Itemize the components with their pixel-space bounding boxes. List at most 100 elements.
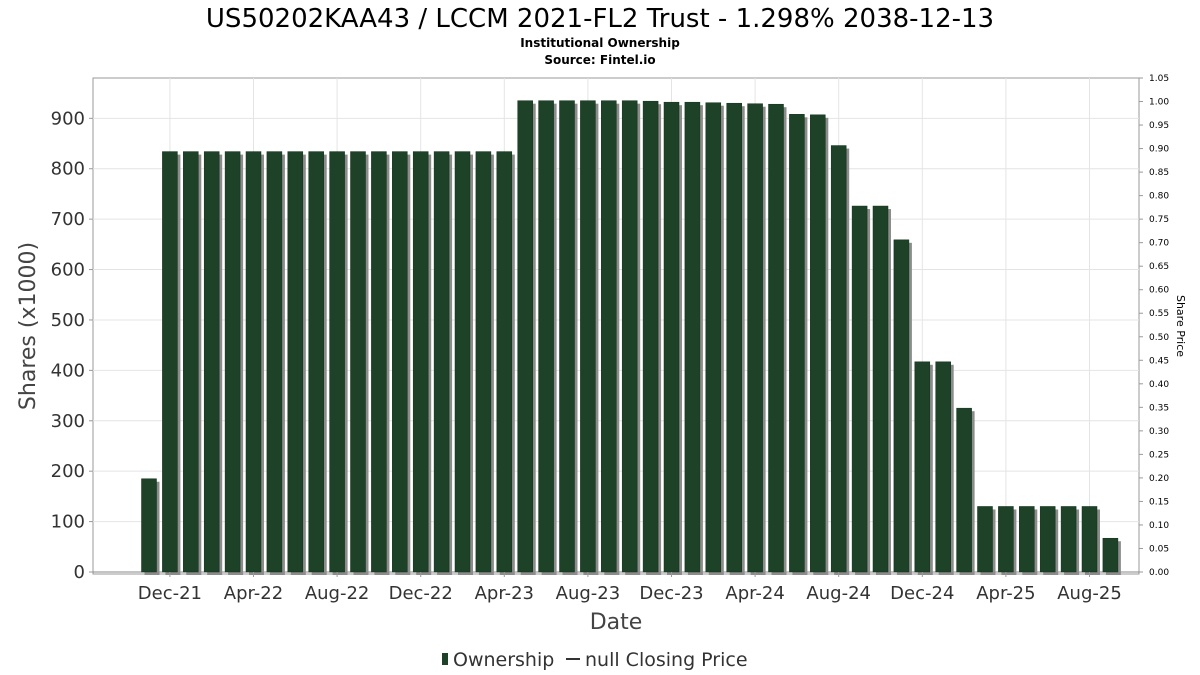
- y2-tick-label: 0.50: [1149, 333, 1169, 343]
- bar: [183, 151, 199, 573]
- bar: [851, 205, 868, 573]
- bar: [371, 151, 387, 573]
- x-tick-label: Aug-24: [806, 583, 871, 604]
- bar: [1019, 506, 1035, 573]
- y-tick-label: 0: [74, 562, 85, 583]
- y2-tick-label: 0.20: [1149, 474, 1169, 484]
- bar: [350, 151, 366, 573]
- bar: [496, 151, 513, 573]
- y2-tick-label: 0.10: [1149, 521, 1169, 531]
- x-tick-label: Dec-22: [389, 583, 453, 604]
- y2-tick-label: 0.30: [1149, 427, 1169, 437]
- bar: [475, 151, 492, 573]
- bar: [287, 151, 304, 573]
- y-tick-label: 800: [51, 159, 85, 180]
- y2-tick-label: 1.05: [1149, 74, 1169, 84]
- bar: [810, 114, 826, 573]
- y-tick-label: 900: [51, 108, 85, 129]
- bar: [998, 506, 1014, 573]
- bar: [224, 151, 241, 573]
- bar: [141, 478, 157, 573]
- bar: [747, 103, 763, 573]
- chart-title: US50202KAA43 / LCCM 2021-FL2 Trust - 1.2…: [206, 4, 994, 34]
- bar: [433, 151, 450, 573]
- y-tick-label: 500: [51, 310, 85, 331]
- bar: [663, 101, 680, 573]
- bar: [977, 506, 993, 573]
- legend-ownership-swatch: [442, 653, 448, 665]
- bar: [705, 102, 722, 573]
- y-axis-title: Shares (x1000): [16, 242, 41, 410]
- y2-tick-label: 0.60: [1149, 286, 1169, 296]
- x-tick-label: Apr-25: [976, 583, 1035, 604]
- y2-tick-label: 0.55: [1149, 309, 1169, 319]
- y2-tick-label: 0.80: [1149, 192, 1169, 202]
- bars: [141, 100, 1121, 576]
- y2-axis-ticks: 0.00 0.05 0.10 0.15 0.20 0.25 0.30 0.35 0.40 0.45…: [1139, 74, 1169, 578]
- bar: [914, 361, 931, 573]
- bar: [1081, 506, 1098, 573]
- bar: [559, 100, 575, 573]
- y-tick-label: 200: [51, 461, 85, 482]
- bar: [392, 151, 408, 573]
- y2-tick-label: 0.95: [1149, 121, 1169, 131]
- x-tick-label: Aug-25: [1057, 583, 1122, 604]
- bar: [621, 100, 638, 573]
- bar: [1060, 506, 1077, 573]
- bar: [1039, 506, 1056, 573]
- bar: [538, 100, 554, 573]
- y2-tick-label: 0.70: [1149, 239, 1169, 249]
- chart-source: Source: Fintel.io: [544, 53, 655, 67]
- chart-subtitle: Institutional Ownership: [520, 36, 680, 50]
- y-tick-label: 700: [51, 209, 85, 230]
- bar: [956, 407, 972, 573]
- y-axis-ticks: 0 100 200 300 400 500 600 700 800 900: [51, 108, 93, 583]
- bar: [412, 151, 429, 573]
- y2-tick-label: 1.00: [1149, 98, 1169, 108]
- bar: [684, 101, 701, 573]
- bar: [580, 100, 596, 573]
- y2-tick-label: 0.75: [1149, 215, 1169, 225]
- x-tick-label: Aug-22: [305, 583, 370, 604]
- y2-tick-label: 0.65: [1149, 262, 1169, 272]
- y2-tick-label: 0.15: [1149, 497, 1169, 507]
- legend-price-label: null Closing Price: [585, 649, 748, 671]
- bar: [726, 102, 742, 573]
- x-tick-label: Dec-23: [639, 583, 703, 604]
- bar: [203, 151, 220, 573]
- x-tick-label: Apr-23: [475, 583, 534, 604]
- y2-tick-label: 0.05: [1149, 544, 1169, 554]
- bar: [245, 151, 262, 573]
- x-axis-title: Date: [590, 610, 643, 635]
- bar: [517, 100, 533, 573]
- legend-ownership-label: Ownership: [453, 649, 554, 671]
- bar: [1102, 537, 1119, 573]
- bar: [329, 151, 345, 573]
- bar: [768, 103, 784, 573]
- bar: [162, 151, 178, 573]
- bar: [266, 151, 283, 573]
- x-axis-ticks: Dec-21 Apr-22 Aug-22 Dec-22 Apr-23 Aug-23 Dec-…: [138, 572, 1122, 604]
- y2-axis-title: Share Price: [1174, 295, 1187, 357]
- y2-tick-label: 0.85: [1149, 168, 1169, 178]
- bar: [789, 114, 805, 573]
- y2-tick-label: 0.45: [1149, 356, 1169, 366]
- y-tick-label: 600: [51, 260, 85, 281]
- bar: [935, 361, 951, 573]
- y2-tick-label: 0.35: [1149, 403, 1169, 413]
- y2-tick-label: 0.00: [1149, 568, 1169, 578]
- x-tick-label: Aug-23: [556, 583, 621, 604]
- bar: [308, 151, 324, 573]
- y-tick-label: 100: [51, 512, 85, 533]
- y-tick-label: 300: [51, 411, 85, 432]
- bar: [872, 205, 889, 573]
- x-tick-label: Dec-21: [138, 583, 202, 604]
- y2-tick-label: 0.25: [1149, 450, 1169, 460]
- x-tick-label: Apr-24: [725, 583, 784, 604]
- bar: [642, 100, 659, 573]
- y2-tick-label: 0.90: [1149, 145, 1169, 155]
- x-tick-label: Apr-22: [224, 583, 283, 604]
- bar: [893, 239, 910, 573]
- y2-tick-label: 0.40: [1149, 380, 1169, 390]
